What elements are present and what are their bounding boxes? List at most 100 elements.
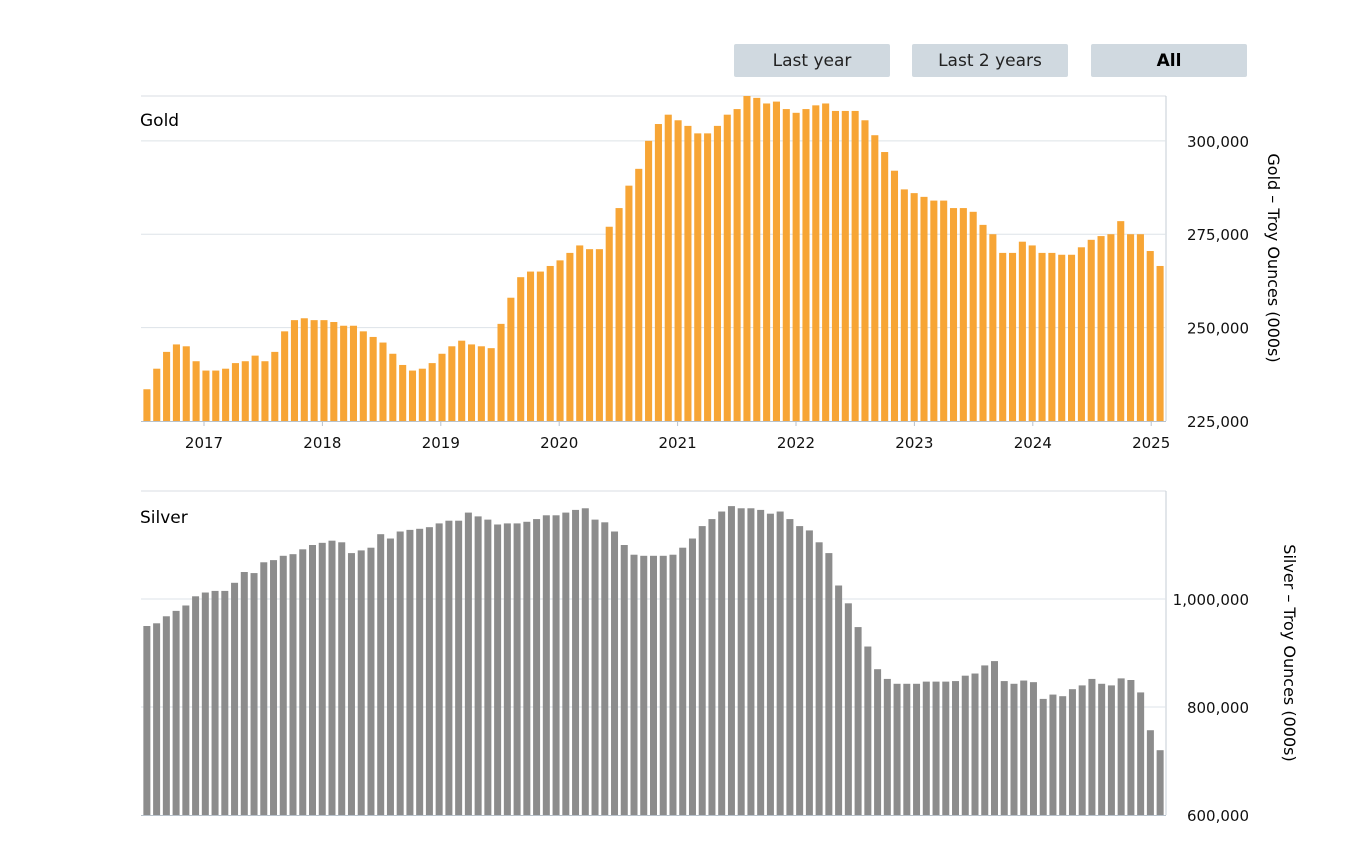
gold-bar (1068, 254, 1076, 421)
silver-bar (952, 681, 960, 815)
silver-bar (591, 519, 599, 815)
silver-bar (270, 560, 278, 815)
gold-bar (536, 271, 544, 421)
gold-bar (310, 320, 318, 421)
gold-bar (654, 124, 662, 422)
silver-bar (1020, 680, 1028, 815)
gold-bar (723, 114, 731, 422)
gold-bar (1018, 241, 1026, 421)
gold-bar (684, 125, 692, 421)
gold-bar (389, 353, 397, 421)
silver-bar (815, 542, 823, 815)
silver-bar (542, 515, 550, 815)
silver-bar (425, 527, 433, 815)
silver-bar (942, 681, 950, 815)
gold-bar (812, 105, 820, 421)
silver-bar (552, 515, 560, 815)
silver-bar (630, 554, 638, 815)
gold-bar (890, 170, 899, 421)
gold-bar (507, 297, 515, 421)
gold-bar (300, 318, 308, 421)
silver-bar (562, 512, 570, 815)
gold-bar (763, 103, 771, 421)
silver-bar (153, 623, 161, 815)
gold-bar (448, 346, 456, 421)
silver-bar (260, 562, 268, 815)
gold-bar (527, 271, 535, 421)
gold-bar (1097, 236, 1105, 421)
silver-bar (679, 547, 687, 815)
gold-bar (1087, 239, 1095, 421)
silver-bar (669, 554, 677, 815)
range-last-2-years-button[interactable]: Last 2 years (912, 44, 1068, 77)
gold-bar (566, 252, 574, 421)
gold-x-tick-label: 2020 (540, 434, 578, 452)
silver-bar (231, 582, 239, 815)
gold-bar (163, 351, 171, 421)
silver-bar (211, 590, 219, 815)
silver-bar (1156, 750, 1164, 815)
gold-bar (576, 245, 584, 421)
silver-bar (883, 678, 891, 815)
gold-bar (222, 368, 230, 421)
silver-bar (698, 526, 706, 815)
gold-bar (467, 344, 476, 421)
range-all-button[interactable]: All (1091, 44, 1247, 77)
silver-bar (523, 521, 531, 815)
gold-bar (340, 325, 348, 421)
gold-bar (851, 110, 859, 421)
gold-bar (920, 196, 928, 421)
silver-bar (913, 683, 921, 815)
gold-bar (881, 152, 889, 421)
gold-bar (841, 110, 849, 421)
gold-bar (586, 249, 594, 421)
silver-bar (172, 610, 180, 815)
silver-bar (649, 555, 657, 815)
gold-bar (458, 340, 466, 421)
silver-bar (367, 547, 375, 815)
gold-bar (1136, 234, 1144, 421)
gold-bar (418, 368, 426, 421)
gold-bar (605, 226, 613, 421)
gold-bar (743, 96, 751, 421)
silver-bar (1117, 678, 1125, 815)
silver-bar (932, 681, 940, 815)
silver-bar (279, 555, 287, 815)
silver-bar (1088, 678, 1096, 815)
gold-bar (428, 363, 436, 421)
gold-bar (1107, 234, 1115, 421)
gold-bar (733, 109, 741, 421)
gold-x-tick-label: 2021 (659, 434, 697, 452)
silver-bar (844, 603, 852, 815)
silver-bar (1000, 681, 1008, 815)
silver-bar (338, 542, 346, 815)
gold-bar (792, 112, 800, 421)
gold-bar (802, 109, 810, 421)
silver-bar (796, 526, 804, 815)
silver-bar (328, 540, 336, 815)
silver-y-tick-label: 800,000 (1187, 699, 1249, 717)
gold-bar (202, 370, 210, 421)
gold-bar (438, 353, 446, 421)
silver-bar (396, 531, 404, 815)
silver-bar (533, 519, 541, 815)
silver-bar (737, 508, 745, 815)
silver-bar (893, 683, 901, 815)
silver-bar (611, 531, 619, 815)
silver-bar (1078, 685, 1086, 815)
silver-bar (1137, 692, 1145, 815)
gold-bar (212, 370, 220, 421)
gold-bar (645, 140, 653, 421)
gold-bar (379, 342, 387, 421)
silver-bar (874, 669, 882, 815)
gold-y-tick-label: 250,000 (1187, 320, 1249, 338)
gold-bar (408, 370, 417, 421)
gold-bar (251, 355, 259, 421)
silver-bar (640, 555, 648, 815)
gold-bar (290, 320, 299, 421)
silver-bar (1098, 683, 1106, 815)
silver-bar (786, 519, 794, 815)
range-last-year-button[interactable]: Last year (734, 44, 890, 77)
silver-bar (221, 590, 229, 815)
silver-bar (854, 627, 862, 815)
